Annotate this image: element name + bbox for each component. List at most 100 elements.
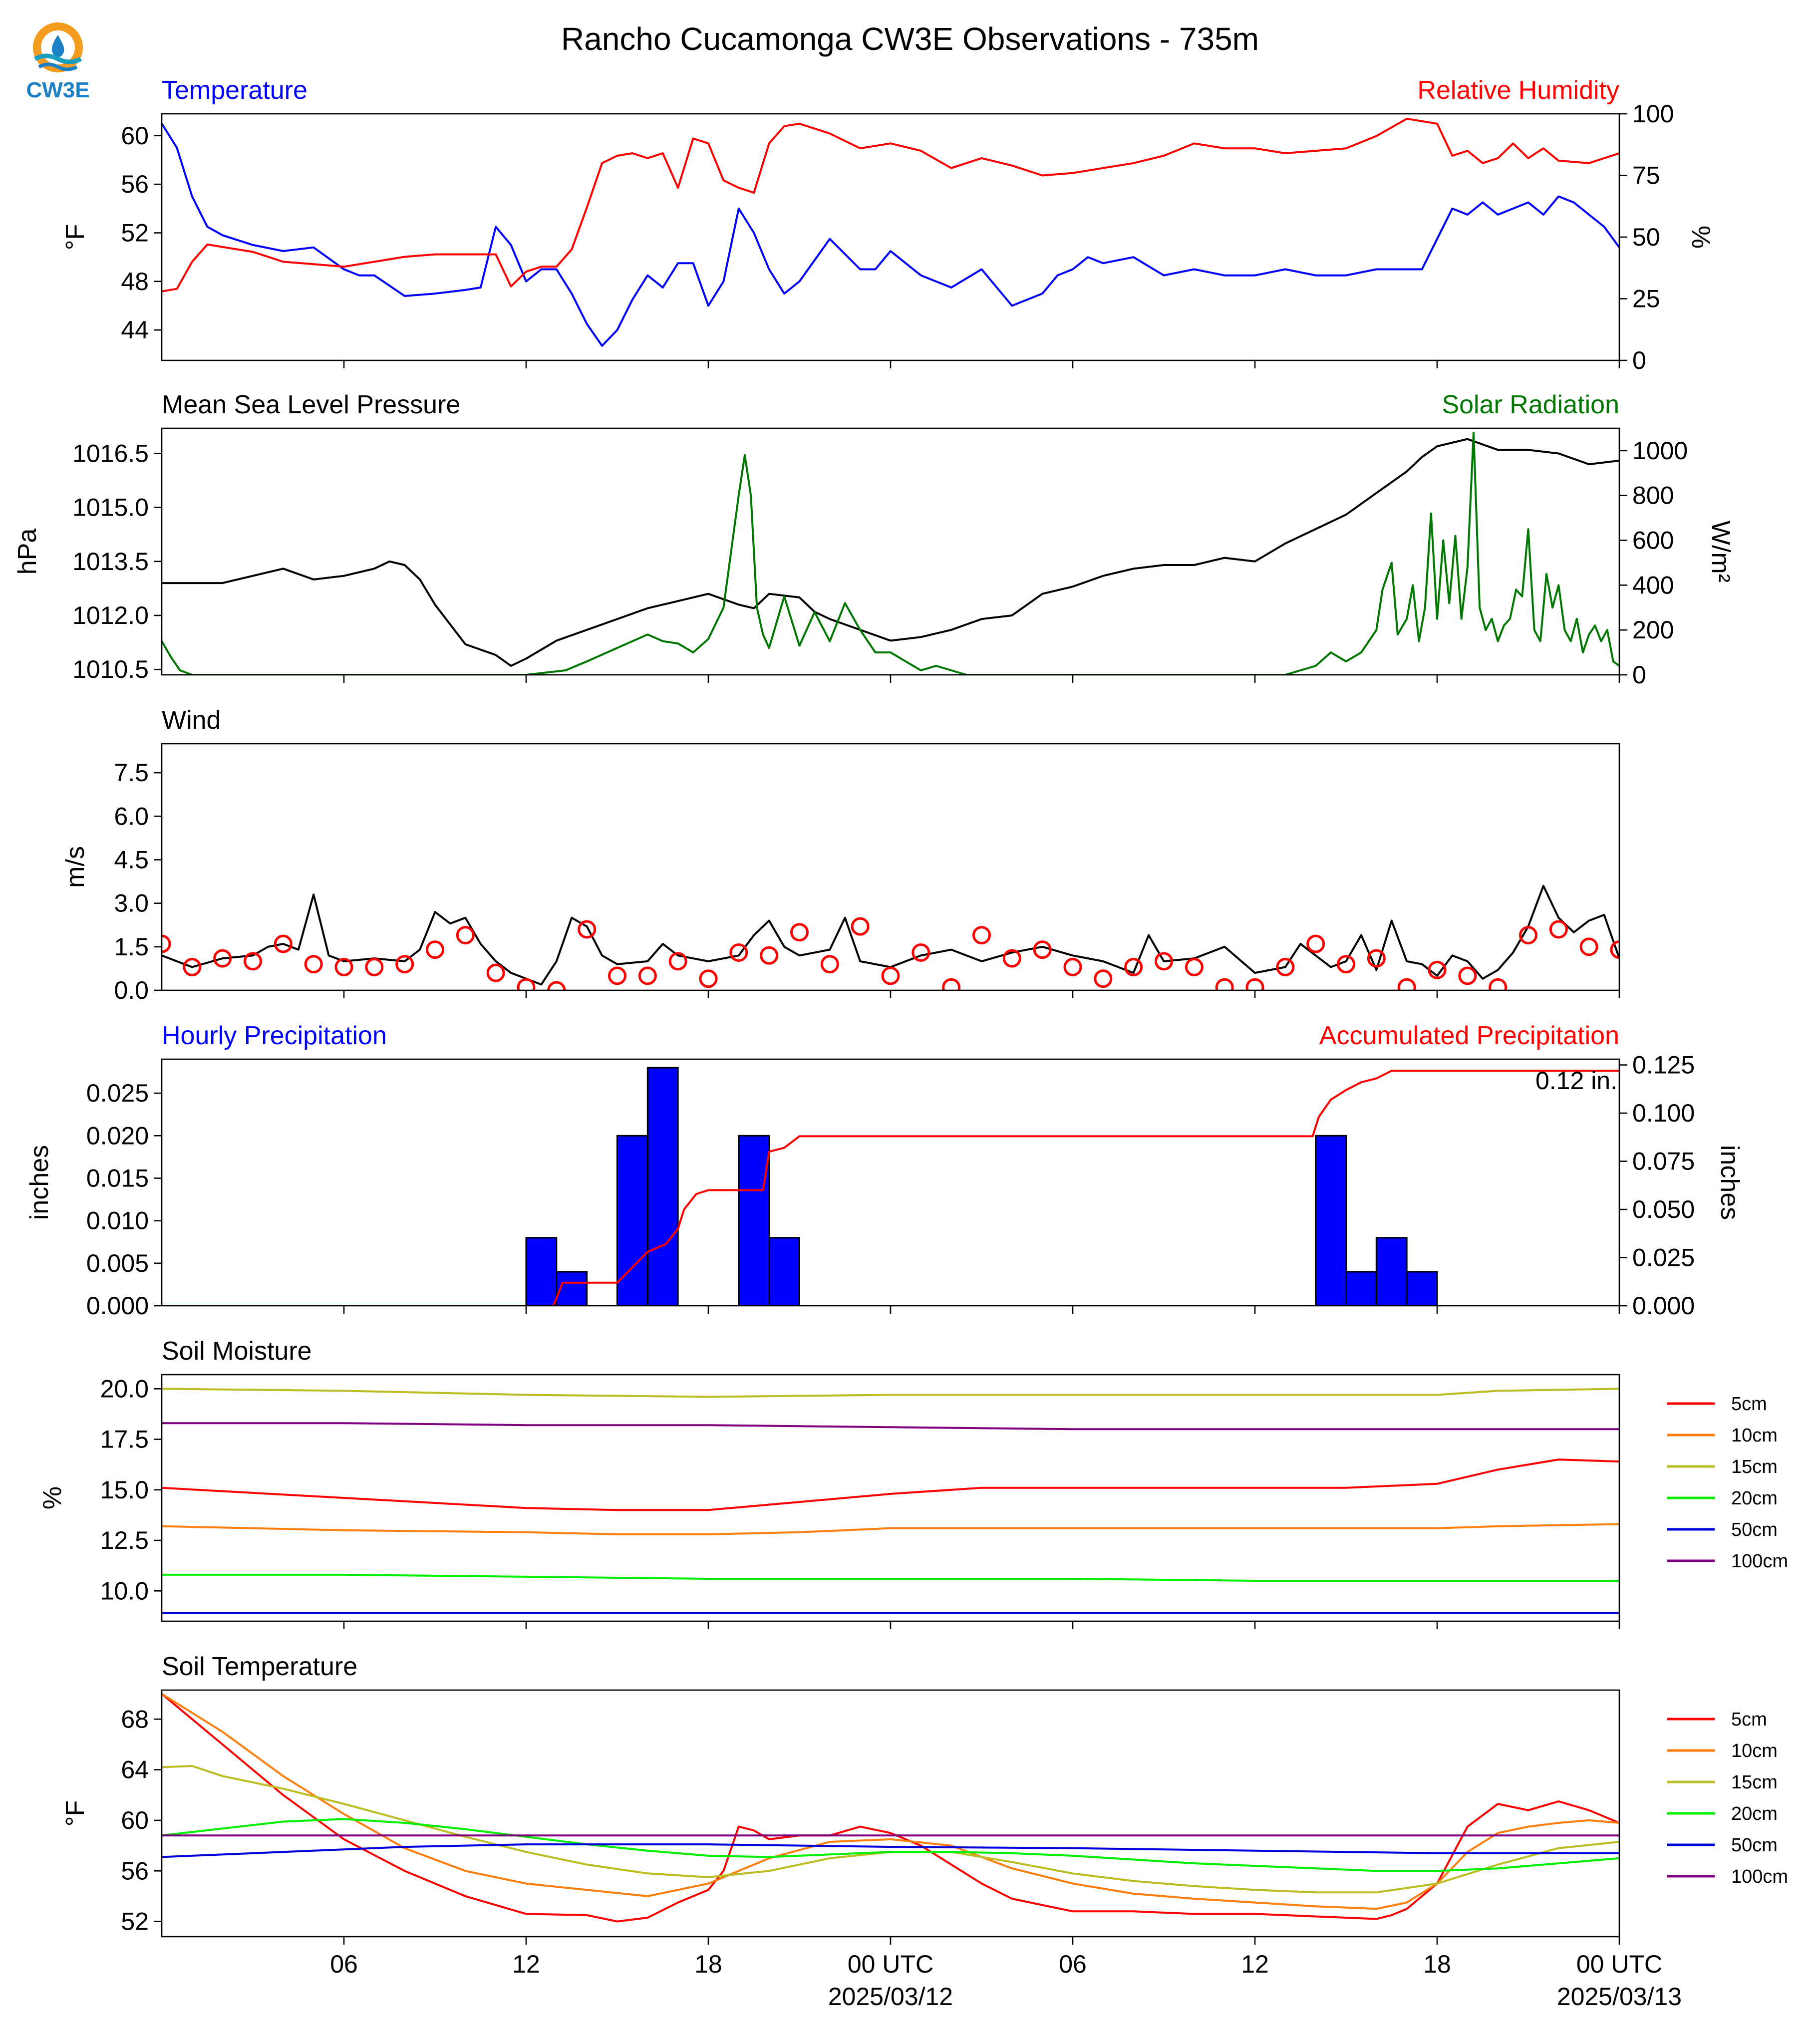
y-tick-label-left: 4.5 — [114, 846, 149, 873]
accumulated-total-label: 0.12 in. — [1535, 1067, 1617, 1095]
wind-gust-marker — [851, 917, 870, 936]
series-line-temperature — [162, 123, 1619, 347]
y-tick-label-right: 600 — [1632, 527, 1674, 555]
x-tick-label: 06 — [330, 1950, 358, 1978]
y-tick-label-left: 0.0 — [114, 976, 149, 1004]
y-tick-label-left: 0.005 — [86, 1249, 149, 1277]
panel-title-left: Mean Sea Level Pressure — [162, 390, 460, 419]
panel-soil-moisture: 10.0 12.5 15.0 17.5 20.0 Soil Moisture% 5cm 10c… — [38, 1337, 1788, 1629]
logo-wave-icon-2 — [38, 62, 78, 71]
y-axis-label-right: W/m² — [1706, 521, 1735, 582]
x-tick-label: 00 UTC — [1576, 1950, 1662, 1978]
wind-gust-marker — [1276, 958, 1295, 977]
x-tick-date-label: 2025/03/12 — [828, 1983, 953, 2011]
panel-temp-rh: 44 48 52 56 60 0 25 50 75 100 Temperature Relative … — [61, 76, 1715, 374]
y-tick-label-left: 1013.5 — [72, 548, 149, 576]
series-line-solar-radiation — [162, 432, 1619, 675]
wind-gust-marker — [486, 963, 505, 982]
y-tick-label-left: 44 — [121, 316, 149, 344]
series-line-5cm — [162, 1458, 1619, 1511]
wind-gust-marker — [1489, 978, 1508, 990]
wind-gust-marker — [668, 952, 687, 971]
y-tick-label-left: 52 — [121, 219, 149, 247]
wind-gust-marker — [911, 943, 930, 962]
wind-gust-marker — [1397, 978, 1416, 990]
wind-gust-marker — [517, 978, 536, 990]
y-tick-label-left: 56 — [121, 170, 149, 198]
wind-gust-marker — [1367, 949, 1386, 968]
legend-label: 100cm — [1731, 1551, 1788, 1572]
x-tick-label: 12 — [512, 1950, 540, 1978]
wind-gust-marker — [304, 955, 323, 974]
panel-wind: 0.0 1.5 3.0 4.5 6.0 7.5 Wind m/s — [61, 706, 1620, 1004]
y-tick-label-right: 0.000 — [1632, 1292, 1695, 1320]
x-tick-label: 06 — [1059, 1950, 1087, 1978]
series-line-accumulated-precipitation — [162, 1070, 1619, 1306]
y-tick-label-left: 68 — [121, 1705, 149, 1733]
series-line-20cm — [162, 1573, 1619, 1582]
legend-label: 50cm — [1731, 1519, 1778, 1540]
y-tick-label-left: 60 — [121, 1806, 149, 1834]
y-tick-label-left: 17.5 — [100, 1426, 149, 1453]
y-tick-label-right: 0 — [1632, 661, 1646, 689]
y-tick-label-left: 1016.5 — [72, 439, 149, 467]
y-tick-label-right: 0 — [1632, 346, 1646, 374]
y-tick-label-left: 15.0 — [100, 1476, 149, 1504]
wind-gust-marker — [1033, 940, 1052, 959]
wind-gust-marker — [1549, 920, 1568, 939]
legend: 5cm 10cm 15cm 20cm 50cm 100cm — [1667, 1394, 1788, 1572]
y-tick-label-left: 1012.0 — [72, 601, 149, 629]
series-line-10cm — [162, 1693, 1619, 1910]
series-line-50cm — [162, 1843, 1619, 1858]
y-tick-label-right: 0.025 — [1632, 1244, 1695, 1272]
y-tick-label-left: 0.010 — [86, 1207, 149, 1235]
wind-gust-marker — [547, 981, 566, 990]
y-tick-label-left: 0.020 — [86, 1122, 149, 1150]
y-tick-label-left: 0.000 — [86, 1292, 149, 1320]
legend-label: 5cm — [1731, 1709, 1767, 1730]
y-tick-label-right: 0.125 — [1632, 1051, 1695, 1079]
wind-gust-marker — [1306, 934, 1325, 953]
wind-gust-marker — [790, 923, 809, 942]
series-line-100cm — [162, 1422, 1619, 1431]
y-tick-label-right: 400 — [1632, 571, 1674, 599]
wind-gust-marker — [1428, 960, 1447, 979]
legend-label: 10cm — [1731, 1740, 1778, 1761]
wind-gust-marker — [1185, 958, 1204, 977]
wind-gust-marker — [1215, 978, 1234, 990]
series-line-wind-speed — [162, 884, 1619, 986]
wind-gust-marker — [426, 940, 444, 959]
legend-label: 20cm — [1731, 1803, 1778, 1824]
panel-title-left: Temperature — [162, 76, 307, 105]
y-tick-label-left: 56 — [121, 1857, 149, 1885]
precip-bar — [738, 1135, 770, 1306]
wind-gust-marker — [881, 966, 900, 985]
wind-gust-marker — [820, 955, 839, 974]
y-tick-label-right: 1000 — [1632, 437, 1688, 465]
panel-title-left: Soil Moisture — [162, 1337, 312, 1366]
y-tick-label-right: 800 — [1632, 482, 1674, 510]
wind-gust-marker — [638, 966, 657, 985]
y-axis-label-left: hPa — [13, 529, 42, 575]
y-tick-label-right: 200 — [1632, 616, 1674, 644]
wind-gust-marker — [972, 926, 991, 945]
wind-gust-marker — [699, 969, 718, 988]
wind-gust-marker — [213, 949, 232, 968]
wind-gust-marker — [1094, 969, 1113, 988]
panel-title-right: Solar Radiation — [1442, 390, 1619, 419]
panel-title-left: Wind — [162, 706, 221, 735]
wind-gust-marker — [1155, 952, 1173, 971]
wind-gust-marker — [760, 946, 779, 965]
panel-title-left: Hourly Precipitation — [162, 1021, 387, 1050]
wind-gust-marker — [456, 926, 475, 945]
precip-bar — [646, 1067, 679, 1306]
precip-bar — [1375, 1237, 1408, 1306]
panel-data-pressure-solar — [162, 432, 1619, 675]
panel-data-wind — [162, 884, 1619, 990]
cw3e-logo: CW3E — [26, 22, 90, 102]
y-tick-label-left: 12.5 — [100, 1526, 149, 1554]
panel-pressure-solar: 1010.5 1012.0 1013.5 1015.0 1016.5 0 200 400 600… — [13, 390, 1735, 689]
